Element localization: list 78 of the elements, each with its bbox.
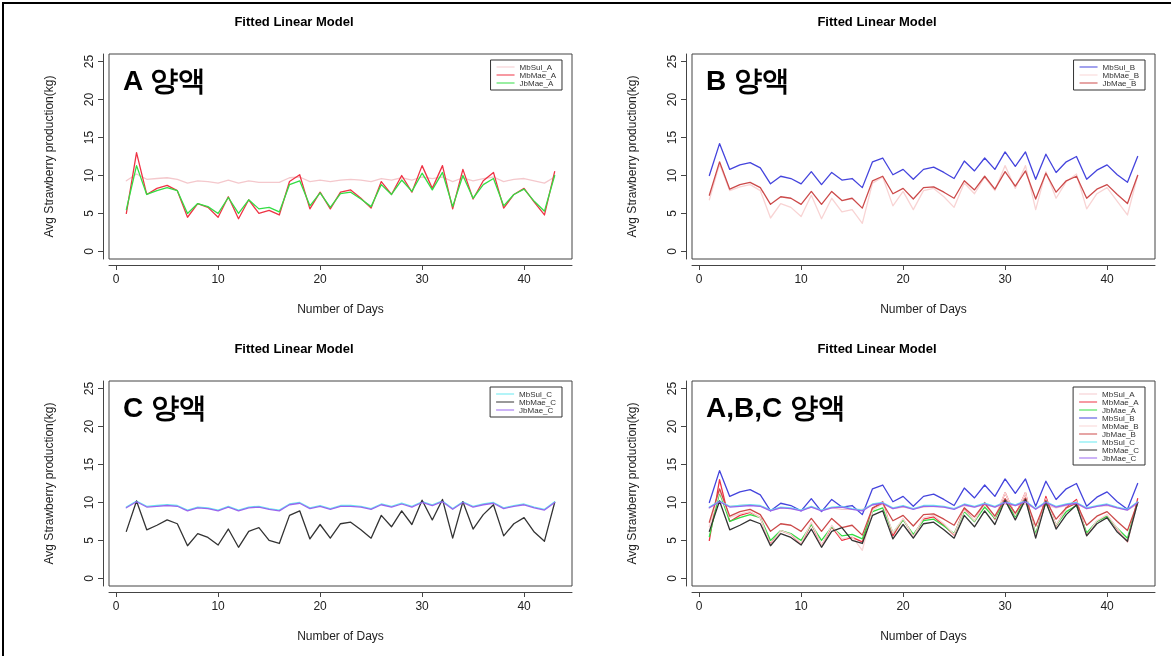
y-tick-label: 5 bbox=[82, 536, 96, 544]
legend-label: MbSul_B bbox=[1102, 62, 1136, 72]
x-tick-label: 20 bbox=[313, 272, 328, 286]
x-tick-label: 40 bbox=[517, 272, 532, 286]
y-tick-label: 25 bbox=[82, 54, 96, 69]
y-tick-label: 15 bbox=[665, 457, 679, 472]
x-tick-label: 30 bbox=[998, 272, 1013, 286]
x-tick-label: 0 bbox=[112, 272, 120, 286]
y-tick-label: 20 bbox=[82, 419, 96, 434]
legend-label: JbMae_A bbox=[1102, 405, 1137, 415]
legend-label: MbMae_C bbox=[1102, 445, 1140, 455]
y-tick-label: 10 bbox=[665, 495, 679, 510]
x-tick-label: 0 bbox=[695, 599, 703, 613]
legend-label: MbMae_B bbox=[1102, 70, 1140, 80]
x-axis-title: Number of Days bbox=[880, 302, 967, 316]
y-tick-label: 5 bbox=[82, 209, 96, 217]
annotation: B 양액 bbox=[706, 64, 790, 96]
legend-label: MbMae_A bbox=[1102, 397, 1140, 407]
x-tick-label: 40 bbox=[1100, 599, 1115, 613]
y-tick-label: 25 bbox=[82, 381, 96, 396]
x-tick-label: 10 bbox=[211, 272, 226, 286]
x-tick-label: 30 bbox=[415, 599, 430, 613]
x-tick-label: 20 bbox=[896, 599, 911, 613]
legend-label: JbMae_C bbox=[519, 405, 554, 415]
legend-label: MbMae_A bbox=[519, 70, 557, 80]
y-tick-label: 25 bbox=[665, 381, 679, 396]
annotation: C 양액 bbox=[123, 391, 207, 423]
x-tick-label: 20 bbox=[896, 272, 911, 286]
legend-label: MbSul_B bbox=[1102, 413, 1135, 423]
x-axis-title: Number of Days bbox=[880, 629, 967, 643]
x-tick-label: 40 bbox=[517, 599, 532, 613]
chart-title: Fitted Linear Model bbox=[817, 14, 937, 29]
y-tick-label: 15 bbox=[665, 130, 679, 145]
y-axis-title: Avg Strawberry production(kg) bbox=[42, 75, 56, 238]
y-tick-label: 0 bbox=[665, 247, 679, 255]
chart-title: Fitted Linear Model bbox=[817, 341, 937, 356]
x-tick-label: 0 bbox=[112, 599, 120, 613]
x-tick-label: 30 bbox=[415, 272, 430, 286]
legend-label: JbMae_B bbox=[1102, 429, 1136, 439]
legend-label: MbSul_A bbox=[519, 62, 553, 72]
x-tick-label: 20 bbox=[313, 599, 328, 613]
legend-label: JbMae_B bbox=[1102, 78, 1137, 88]
x-tick-label: 30 bbox=[998, 599, 1013, 613]
y-tick-label: 0 bbox=[82, 574, 96, 582]
y-axis-title: Avg Strawberry production(kg) bbox=[625, 75, 639, 238]
legend-label: MbMae_C bbox=[519, 397, 557, 407]
legend-label: MbSul_C bbox=[1102, 437, 1136, 447]
x-tick-label: 0 bbox=[695, 272, 703, 286]
y-tick-label: 25 bbox=[665, 54, 679, 69]
y-tick-label: 5 bbox=[665, 209, 679, 217]
legend-label: JbMae_C bbox=[1102, 453, 1137, 463]
y-tick-label: 10 bbox=[82, 168, 96, 183]
y-tick-label: 10 bbox=[82, 495, 96, 510]
x-tick-label: 40 bbox=[1100, 272, 1115, 286]
legend-label: JbMae_A bbox=[519, 78, 554, 88]
y-tick-label: 20 bbox=[82, 92, 96, 107]
x-tick-label: 10 bbox=[794, 272, 809, 286]
y-axis-title: Avg Strawberry production(kg) bbox=[42, 402, 56, 565]
y-tick-label: 0 bbox=[665, 574, 679, 582]
y-tick-label: 15 bbox=[82, 130, 96, 145]
annotation: A 양액 bbox=[123, 64, 206, 96]
legend-label: MbSul_C bbox=[519, 389, 553, 399]
y-tick-label: 20 bbox=[665, 419, 679, 434]
x-axis-title: Number of Days bbox=[297, 629, 384, 643]
x-axis-title: Number of Days bbox=[297, 302, 384, 316]
y-tick-label: 0 bbox=[82, 247, 96, 255]
y-tick-label: 10 bbox=[665, 168, 679, 183]
y-tick-label: 20 bbox=[665, 92, 679, 107]
legend-label: MbSul_A bbox=[1102, 389, 1136, 399]
chart-title: Fitted Linear Model bbox=[234, 14, 354, 29]
legend-label: MbMae_B bbox=[1102, 421, 1139, 431]
chart-title: Fitted Linear Model bbox=[234, 341, 354, 356]
y-tick-label: 5 bbox=[665, 536, 679, 544]
x-tick-label: 10 bbox=[794, 599, 809, 613]
y-tick-label: 15 bbox=[82, 457, 96, 472]
annotation: A,B,C 양액 bbox=[706, 391, 846, 423]
y-axis-title: Avg Strawberry production(kg) bbox=[625, 402, 639, 565]
x-tick-label: 10 bbox=[211, 599, 226, 613]
